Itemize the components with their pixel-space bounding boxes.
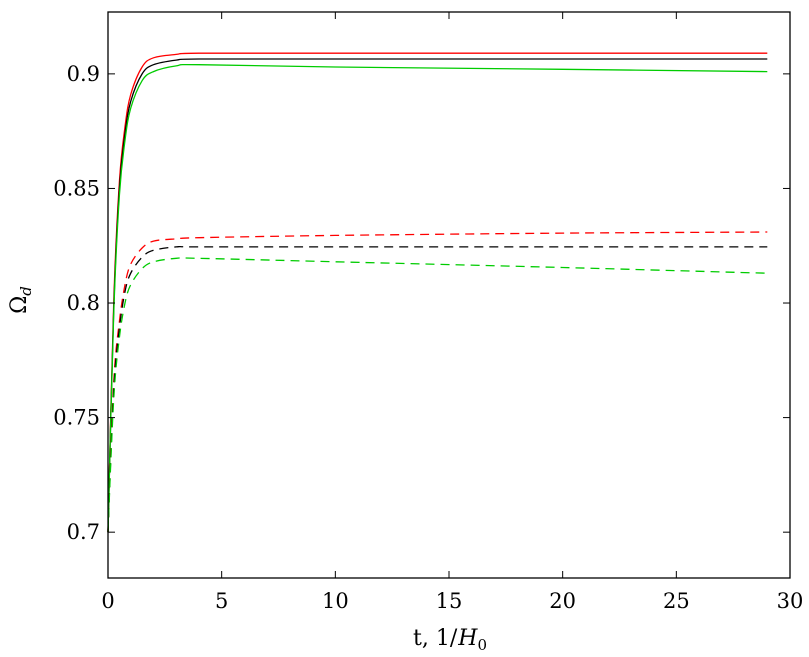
x-tick-label: 15 xyxy=(436,589,463,613)
y-tick-label: 0.8 xyxy=(67,291,100,315)
x-axis-label: t, 1/H0 xyxy=(413,626,487,654)
x-tick-label: 0 xyxy=(101,589,114,613)
dashed-series-line-4 xyxy=(107,231,768,533)
y-axis-label: Ωd xyxy=(7,286,35,314)
y-axis-label-main: Ω xyxy=(7,296,32,314)
x-tick-label: 30 xyxy=(777,589,804,613)
y-tick-label: 0.75 xyxy=(53,406,100,430)
y-axis-label-subscript: d xyxy=(17,286,35,296)
x-tick-label: 20 xyxy=(549,589,576,613)
y-tick-label: 0.7 xyxy=(67,520,100,544)
x-axis-label-subscript: 0 xyxy=(477,636,487,654)
dashed-series-line-5 xyxy=(107,245,768,533)
series-layer xyxy=(107,52,768,533)
y-tick-label: 0.85 xyxy=(53,176,100,200)
dashed-series-line-6 xyxy=(107,257,768,533)
solid-series-line-3 xyxy=(107,63,768,533)
x-tick-label: 5 xyxy=(215,589,228,613)
x-axis-label-h: H xyxy=(457,626,478,651)
tick-layer: 0 5 10 15 20 25 30 0.7 0.75 0.8 0.85 0.9 xyxy=(53,12,803,613)
x-tick-label: 25 xyxy=(663,589,690,613)
x-axis-label-main: t, 1/ xyxy=(413,626,458,651)
y-tick-label: 0.9 xyxy=(67,62,100,86)
x-tick-label: 10 xyxy=(322,589,349,613)
